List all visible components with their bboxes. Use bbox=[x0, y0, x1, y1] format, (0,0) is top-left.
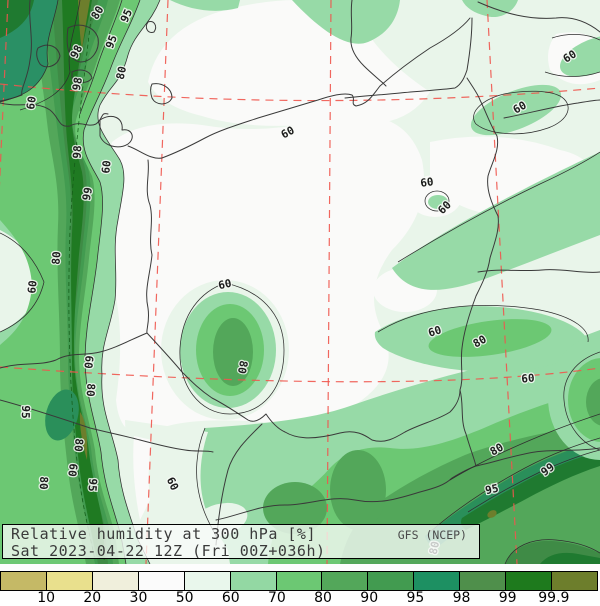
colorbar-cell bbox=[459, 571, 507, 591]
colorbar-cell bbox=[0, 571, 47, 591]
colorbar-tick: 70 bbox=[268, 590, 286, 606]
model-source-label: GFS (NCEP) bbox=[397, 528, 467, 542]
parallel-line bbox=[0, 366, 600, 383]
colorbar-tick: 95 bbox=[406, 590, 425, 606]
colorbar-cell bbox=[275, 571, 323, 591]
parallel-line bbox=[0, 83, 600, 102]
valid-time-label: Sat 2023-04-22 12Z (Fri 00Z+036h) bbox=[11, 542, 326, 560]
contour-label: 80 bbox=[71, 438, 85, 452]
colorbar-tick: 10 bbox=[37, 590, 56, 606]
contour-lines bbox=[0, 0, 600, 564]
colorbar-cell bbox=[505, 571, 553, 591]
colorbar-cell bbox=[367, 571, 415, 591]
contour-label: 95 bbox=[86, 478, 100, 492]
colorbar-tick: 99.9 bbox=[538, 590, 570, 606]
contour-label: 60 bbox=[25, 280, 39, 295]
contour-label: 99 bbox=[80, 186, 95, 201]
contour-label: 80 bbox=[84, 383, 98, 397]
contour-label: 60 bbox=[81, 355, 95, 370]
contour-label: 98 bbox=[71, 145, 85, 159]
colorbar-cell bbox=[413, 571, 461, 591]
contour-label: 60 bbox=[419, 175, 434, 190]
contour-label: 60 bbox=[217, 277, 233, 292]
humidity-fill-regions bbox=[0, 0, 600, 564]
colorbar-cell bbox=[137, 571, 185, 591]
contour-label: 60 bbox=[427, 323, 444, 339]
country-borders bbox=[0, 0, 600, 546]
contour-label: 60 bbox=[521, 371, 535, 385]
contour-label: 95 bbox=[103, 33, 120, 50]
colorbar-tick: 50 bbox=[175, 590, 194, 606]
meridian-line bbox=[326, 0, 332, 564]
contour-label: 60 bbox=[99, 160, 113, 175]
colorbar-cell bbox=[91, 571, 139, 591]
colorbar-tick: 90 bbox=[360, 590, 379, 606]
colorbar-cell bbox=[229, 571, 277, 591]
colorbar-cell bbox=[551, 571, 598, 591]
contour-label: 80 bbox=[235, 359, 250, 374]
contour-label: 80 bbox=[37, 476, 50, 490]
map-title: Relative humidity at 300 hPa [%] bbox=[11, 525, 316, 543]
colorbar-tick: 30 bbox=[129, 590, 148, 606]
colorbar-tick: 80 bbox=[314, 590, 332, 606]
colorbar-cell bbox=[183, 571, 231, 591]
humidity-colorbar bbox=[0, 571, 598, 591]
meridian-line bbox=[486, 0, 518, 564]
contour-label: 95 bbox=[19, 405, 32, 419]
meridian-line bbox=[145, 0, 169, 564]
contour-label: 60 bbox=[24, 95, 39, 110]
contour-label: 80 bbox=[50, 251, 64, 265]
map-title-box: Relative humidity at 300 hPa [%] GFS (NC… bbox=[2, 524, 480, 559]
legend-strip: 10 20 30 50 60 70 80 90 95 98 99 99.9 bbox=[0, 564, 600, 606]
colorbar-tick: 98 bbox=[452, 590, 471, 606]
colorbar-tick: 20 bbox=[83, 590, 102, 606]
colorbar-tick-labels: 10 20 30 50 60 70 80 90 95 98 99 99.9 bbox=[0, 590, 600, 606]
contour-label: 95 bbox=[484, 482, 500, 497]
colorbar-tick: 60 bbox=[221, 590, 240, 606]
contour-label: 60 bbox=[65, 463, 80, 478]
colorbar-cell bbox=[321, 571, 369, 591]
colorbar-cell bbox=[45, 571, 93, 591]
contour-label: 80 bbox=[114, 65, 129, 81]
colorbar-tick: 99 bbox=[498, 590, 517, 606]
contour-label: 98 bbox=[70, 76, 85, 91]
latlon-grid bbox=[0, 0, 600, 564]
